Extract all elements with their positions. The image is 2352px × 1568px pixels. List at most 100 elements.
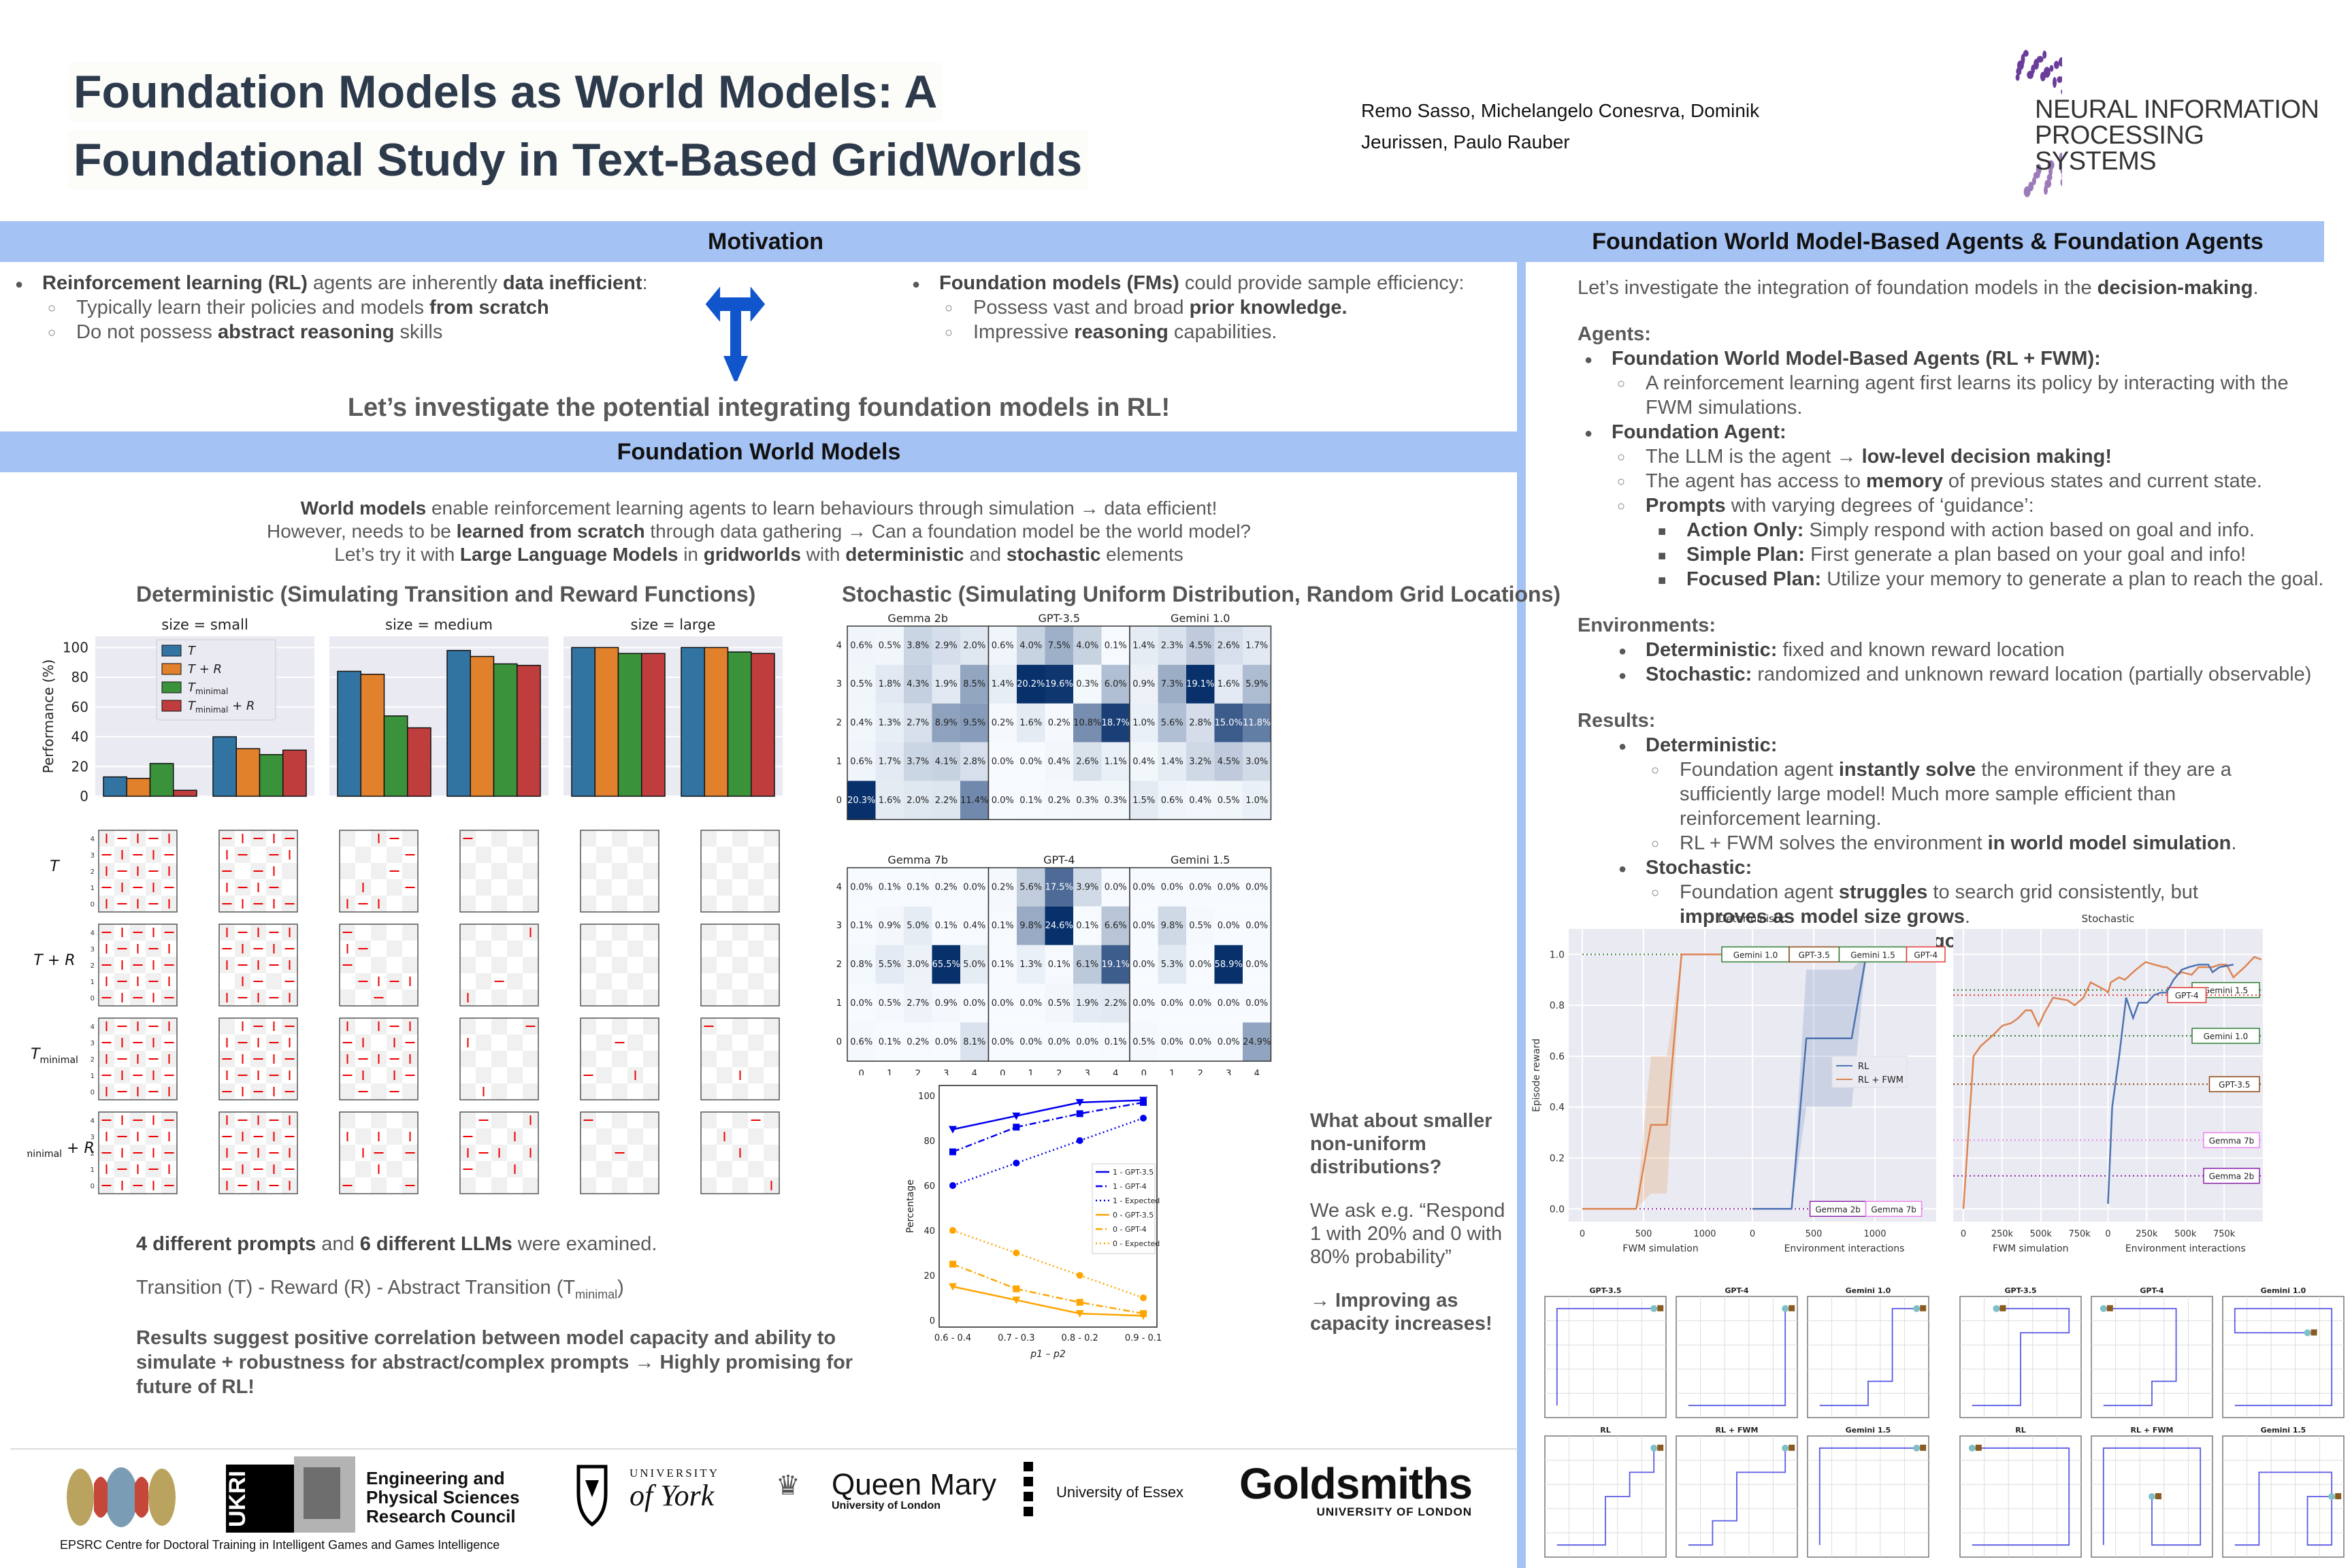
ukri-logo: UKRI — [225, 1465, 294, 1533]
checker-cell — [748, 973, 764, 990]
heatmap-cell — [988, 626, 1017, 665]
quiver-frame — [459, 1017, 539, 1100]
checker-cell — [701, 1112, 717, 1128]
quiver-y-tick: 1 — [91, 979, 95, 986]
trajectory-path — [2234, 1307, 2333, 1407]
checker-cell — [643, 990, 659, 1006]
quiver-y-tick: 0 — [91, 995, 95, 1002]
checker-cell — [732, 924, 748, 941]
quiver-frame — [339, 1017, 419, 1100]
heatmap-x-tick: 1 — [887, 1068, 892, 1075]
quiver-y-tick: 3 — [91, 1134, 95, 1141]
checker-cell — [402, 830, 418, 847]
heatmap-cell — [1017, 781, 1045, 820]
neurips-dot — [2043, 67, 2051, 78]
baseline-tag-label: GPT-4 — [1914, 950, 1938, 960]
heatmap-cell — [1130, 703, 1158, 742]
checker-cell — [764, 863, 779, 879]
heatmap-value: 0.0% — [1218, 1037, 1240, 1047]
y-tick-label: 0.4 — [1550, 1102, 1565, 1113]
heatmap-cell — [1186, 906, 1215, 945]
data-point — [1075, 1098, 1084, 1107]
heatmap-value: 1.7% — [879, 757, 901, 767]
series-line — [952, 1229, 1144, 1299]
legend-label: 0 - GPT-4 — [1113, 1225, 1147, 1234]
igg-logo-icon — [67, 1467, 176, 1527]
checker-cell — [701, 1051, 717, 1067]
heatmap-cell — [1186, 983, 1215, 1023]
heatmap-cell — [932, 1022, 960, 1062]
heatmap-value: 3.0% — [1245, 757, 1268, 767]
bar — [282, 749, 307, 797]
checker-cell — [371, 924, 387, 941]
heatmap-cell — [988, 742, 1017, 781]
checker-cell — [460, 1083, 476, 1100]
heatmap-value: 20.3% — [847, 796, 875, 806]
heatmap-cell — [847, 1022, 876, 1062]
checker-cell — [627, 1034, 643, 1051]
quiver-panel — [580, 830, 659, 913]
data-point — [1076, 1298, 1083, 1306]
heatmap-value: 0.1% — [992, 960, 1014, 970]
checker-cell — [627, 973, 643, 990]
checker-cell — [340, 1145, 355, 1161]
trajectory-path — [2102, 1447, 2202, 1546]
heatmap-title: Gemini 1.0 — [1171, 612, 1230, 625]
checker-cell — [355, 1161, 371, 1177]
checker-cell — [764, 957, 779, 973]
heatmap-value: 0.9% — [1132, 679, 1155, 689]
heatmap-value: 2.9% — [935, 640, 958, 651]
quiver-frame — [459, 1111, 539, 1194]
quiver-y-tick: 0 — [91, 1089, 95, 1096]
quiver-panel — [339, 924, 419, 1007]
fwm-intro: World models enable reinforcement learni… — [267, 497, 1251, 565]
agents-heading: Agents: — [1578, 323, 1651, 345]
neurips-dot — [2043, 185, 2048, 195]
heatmap-cell — [1243, 983, 1271, 1023]
checker-cell — [701, 830, 717, 847]
goal-icon — [1920, 1305, 1927, 1311]
neurips-dot — [2057, 76, 2063, 84]
heatmap-value: 2.7% — [906, 998, 929, 1009]
heatmap-cell — [875, 781, 904, 820]
quiver-y-tick: 2 — [91, 1150, 95, 1158]
data-point — [1013, 1285, 1020, 1292]
heatmap-value: 0.0% — [1132, 998, 1155, 1009]
checker-cell — [507, 1067, 523, 1083]
data-point — [1076, 1110, 1083, 1117]
checker-cell — [732, 896, 748, 912]
series-rl-fwm — [1582, 953, 1766, 1210]
heatmap-value: 5.3% — [1161, 960, 1183, 970]
quiver-y-tick: 4 — [91, 930, 95, 937]
agent-2-desc-2: The agent has access to memory of previo… — [1584, 469, 2333, 494]
data-point — [1075, 1310, 1084, 1318]
checker-cell — [627, 1128, 643, 1145]
checker-cell — [491, 1018, 507, 1034]
checker-cell — [460, 924, 476, 941]
heatmap-cell — [1101, 664, 1130, 704]
heatmap-cell — [1017, 868, 1045, 906]
heatmap-value: 0.5% — [1132, 1037, 1155, 1047]
plot-frame — [938, 1085, 1158, 1328]
legend-label: 1 - Expected — [1113, 1196, 1160, 1205]
baseline-tag — [1906, 946, 1946, 963]
checker-cell — [402, 896, 418, 912]
checker-cell — [701, 1083, 717, 1100]
heatmap-cell — [875, 945, 904, 984]
checker-cell — [507, 941, 523, 957]
heatmap-value: 0.0% — [1245, 882, 1268, 892]
quiver-panel — [459, 1111, 539, 1194]
quiver-y-tick: 3 — [91, 946, 95, 953]
checker-cell — [764, 1051, 779, 1067]
heatmap-cell — [960, 703, 989, 742]
heatmap-cell — [847, 983, 876, 1023]
x-tick-label: 500 — [1635, 1229, 1652, 1239]
heatmap-value: 0.0% — [992, 757, 1014, 767]
checker-cell — [523, 1083, 538, 1100]
heatmap-value: 0.0% — [1161, 882, 1183, 892]
neurips-logo: NEURAL INFORMATION PROCESSING SYSTEMS — [1967, 48, 2321, 197]
motivation-conclusion: Let’s investigate the potential integrat… — [347, 393, 1171, 422]
baseline-tag-label: Gemini 1.5 — [1850, 950, 1895, 960]
heatmap-y-tick: 3 — [836, 921, 842, 931]
baseline-tag-label: Gemini 1.0 — [1733, 950, 1778, 960]
